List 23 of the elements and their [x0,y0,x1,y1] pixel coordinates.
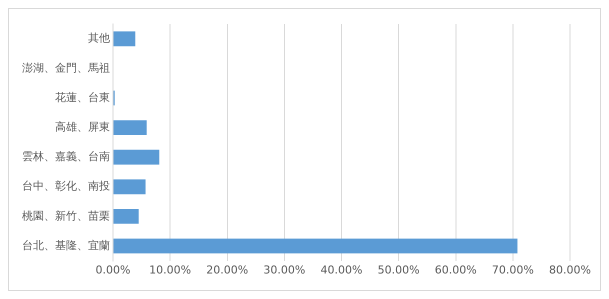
bar [114,179,146,194]
y-tick-label: 澎湖、金門、馬祖 [22,61,110,74]
bar [114,31,136,46]
bar [114,238,518,254]
x-tick-label: 10.00% [149,263,192,276]
y-tick-label: 桃園、新竹、苗栗 [22,209,110,222]
y-tick-label: 其他 [88,32,110,45]
x-tick-label: 30.00% [263,263,306,276]
y-tick-label: 台北、基隆、宜蘭 [22,238,110,252]
x-tick-label: 20.00% [206,263,248,276]
bar [114,150,160,165]
bar [114,209,139,224]
x-tick-label: 60.00% [434,263,477,276]
x-tick-label: 70.00% [492,263,534,276]
bar [114,120,147,135]
y-tick-label: 花蓮、台東 [55,90,110,104]
y-tick-label: 雲林、嘉義、台南 [22,150,110,164]
x-tick-label: 80.00% [549,263,591,276]
x-tick-label: 50.00% [378,263,420,276]
y-tick-label: 高雄、屏東 [55,120,110,134]
x-tick-label: 0.00% [96,263,130,276]
x-tick-label: 40.00% [320,263,362,276]
y-tick-label: 台中、彰化、南投 [22,180,110,193]
